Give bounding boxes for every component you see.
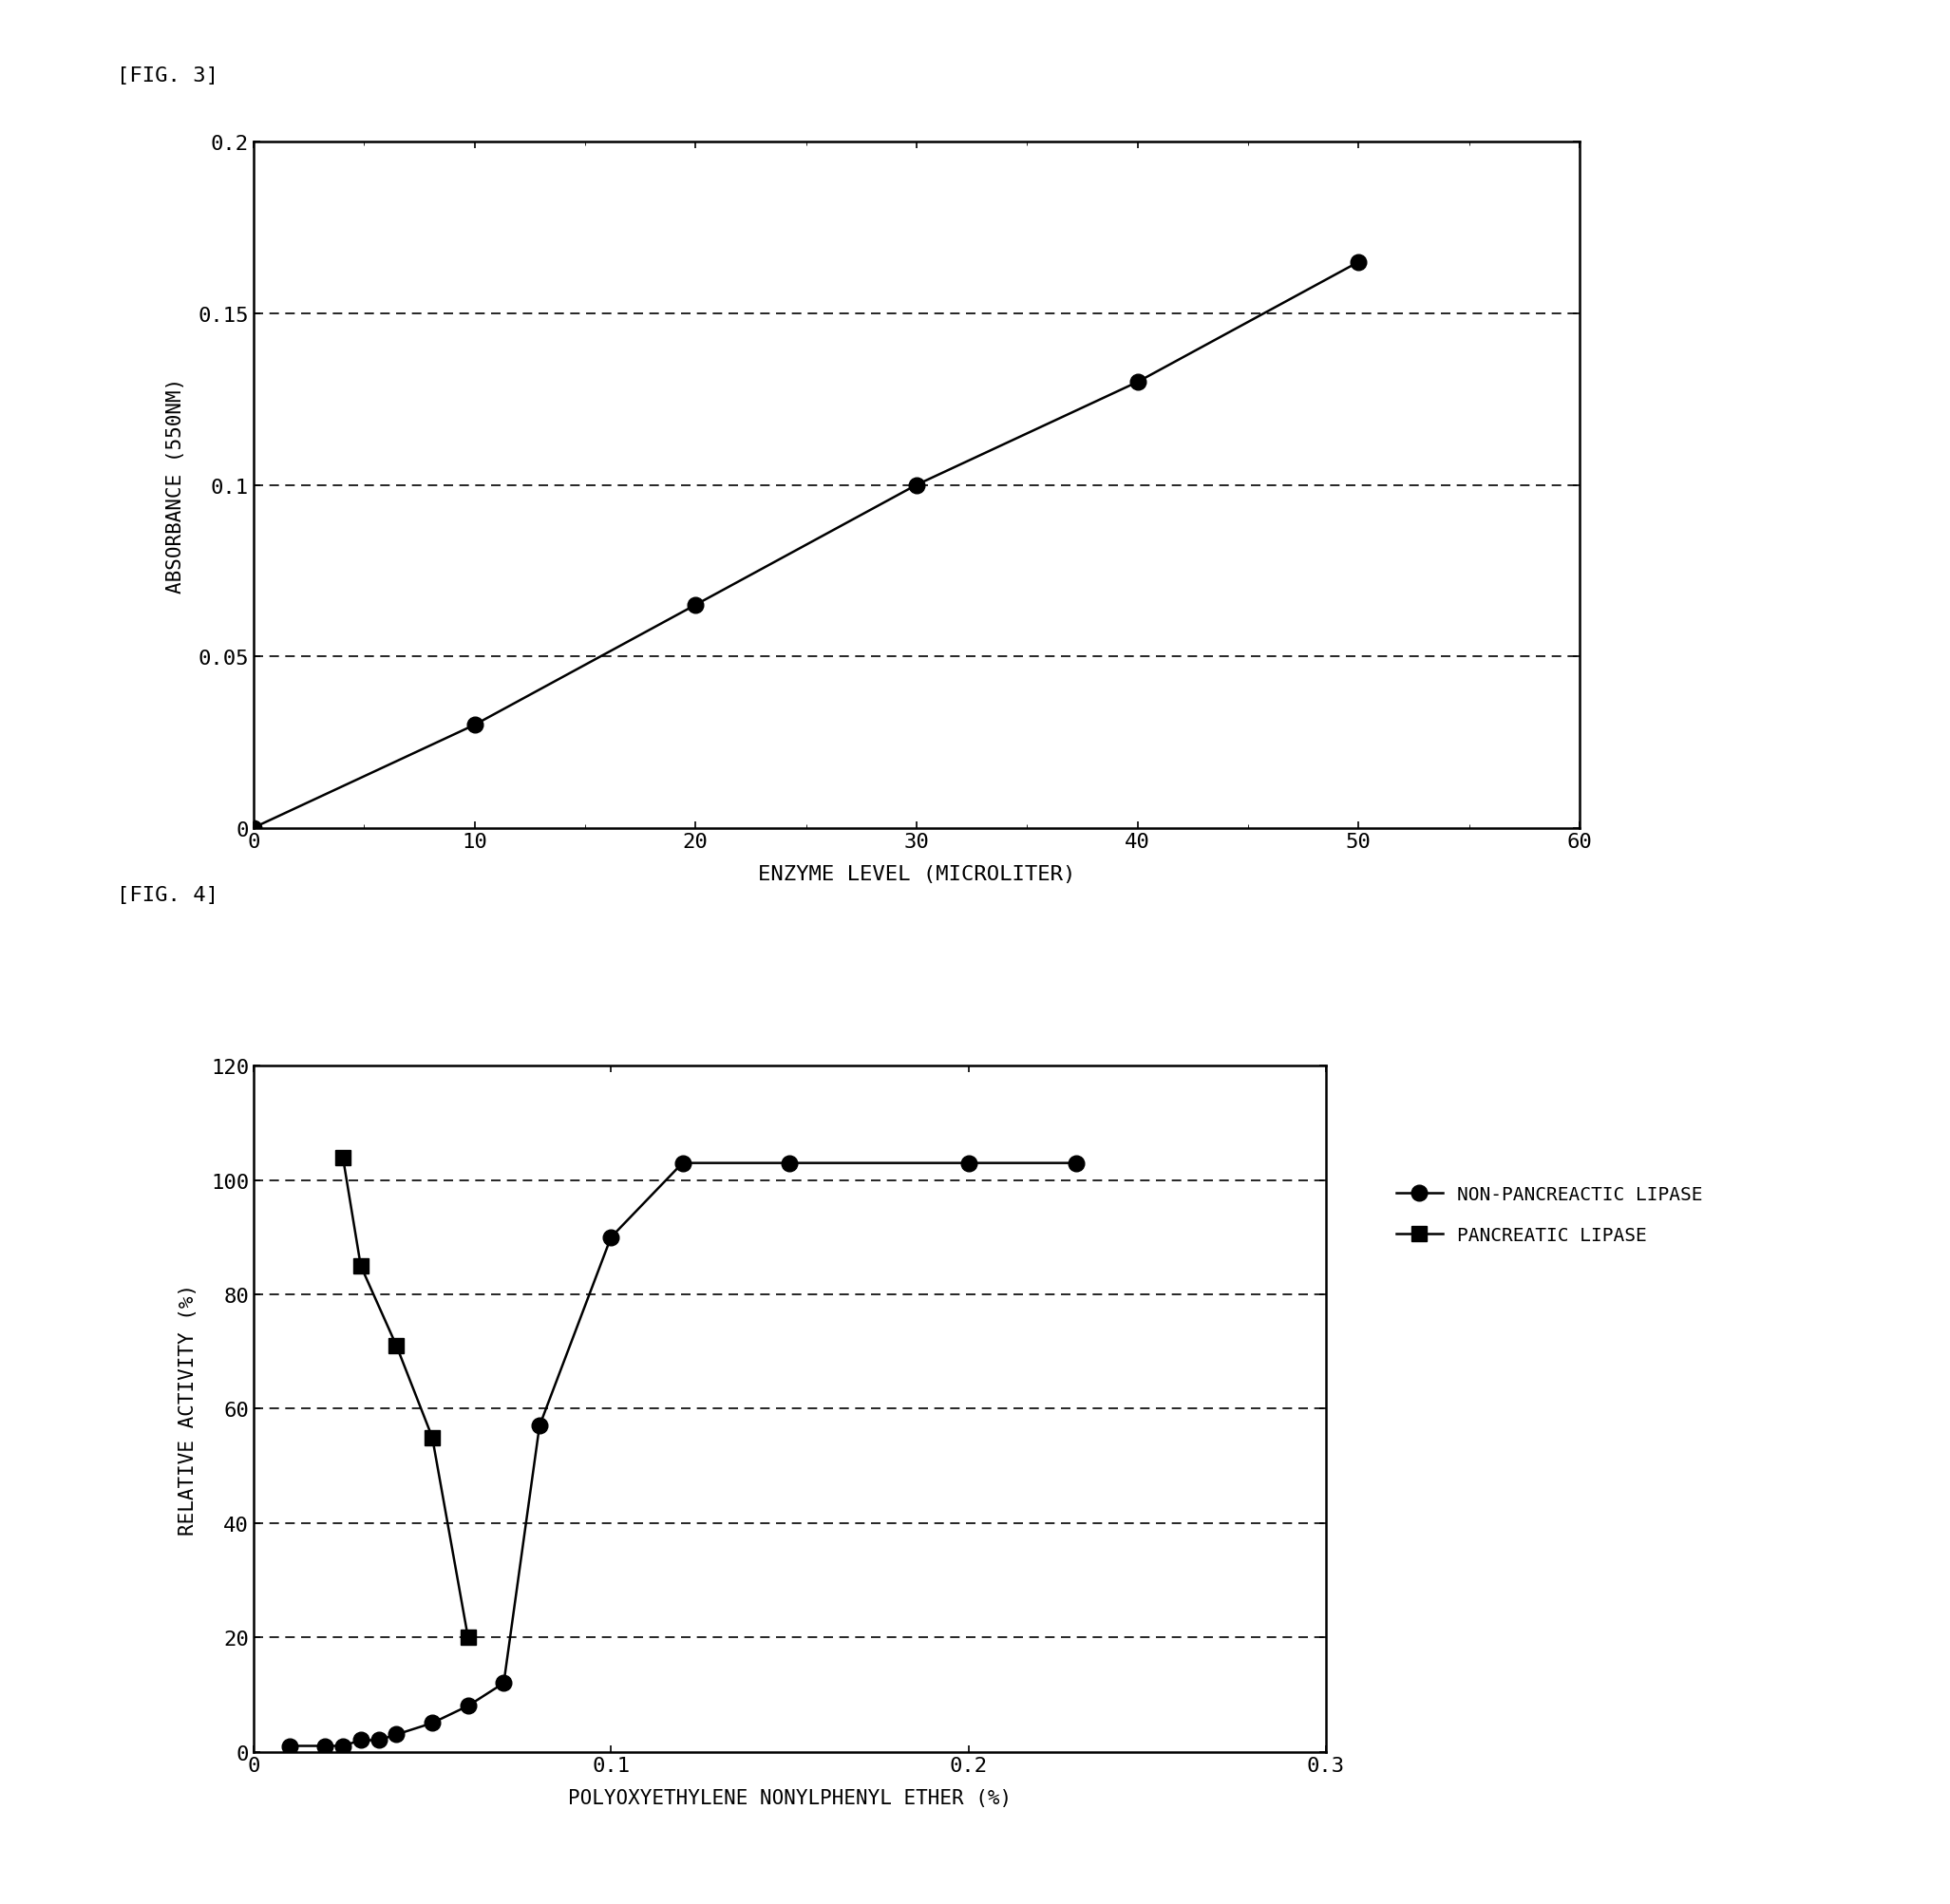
NON-PANCREACTIC LIPASE [599,1226,622,1249]
NON-PANCREACTIC LIPASE [957,1152,981,1175]
NON-PANCREACTIC LIPASE [1065,1152,1088,1175]
X-axis label: ENZYME LEVEL (MICROLITER): ENZYME LEVEL (MICROLITER) [759,864,1074,883]
NON-PANCREACTIC LIPASE [528,1415,552,1438]
NON-PANCREACTIC LIPASE [491,1672,515,1695]
NON-PANCREACTIC LIPASE [277,1735,300,1757]
PANCREATIC LIPASE [421,1426,445,1449]
NON-PANCREACTIC LIPASE [384,1723,408,1746]
Text: [FIG. 4]: [FIG. 4] [117,885,218,904]
NON-PANCREACTIC LIPASE [456,1695,480,1717]
NON-PANCREACTIC LIPASE [367,1729,390,1752]
PANCREATIC LIPASE [332,1146,355,1169]
NON-PANCREACTIC LIPASE [778,1152,801,1175]
Line: PANCREATIC LIPASE: PANCREATIC LIPASE [335,1150,476,1645]
X-axis label: POLYOXYETHYLENE NONYLPHENYL ETHER (%): POLYOXYETHYLENE NONYLPHENYL ETHER (%) [567,1788,1012,1807]
Y-axis label: ABSORBANCE (550NM): ABSORBANCE (550NM) [166,377,185,594]
Text: [FIG. 3]: [FIG. 3] [117,67,218,86]
Line: NON-PANCREACTIC LIPASE: NON-PANCREACTIC LIPASE [281,1156,1084,1754]
NON-PANCREACTIC LIPASE [349,1729,372,1752]
Y-axis label: RELATIVE ACTIVITY (%): RELATIVE ACTIVITY (%) [179,1283,197,1535]
NON-PANCREACTIC LIPASE [421,1712,445,1735]
NON-PANCREACTIC LIPASE [314,1735,337,1757]
PANCREATIC LIPASE [456,1626,480,1649]
Legend: NON-PANCREACTIC LIPASE, PANCREATIC LIPASE: NON-PANCREACTIC LIPASE, PANCREATIC LIPAS… [1388,1179,1710,1251]
PANCREATIC LIPASE [349,1255,372,1278]
PANCREATIC LIPASE [384,1335,408,1358]
NON-PANCREACTIC LIPASE [671,1152,694,1175]
NON-PANCREACTIC LIPASE [332,1735,355,1757]
